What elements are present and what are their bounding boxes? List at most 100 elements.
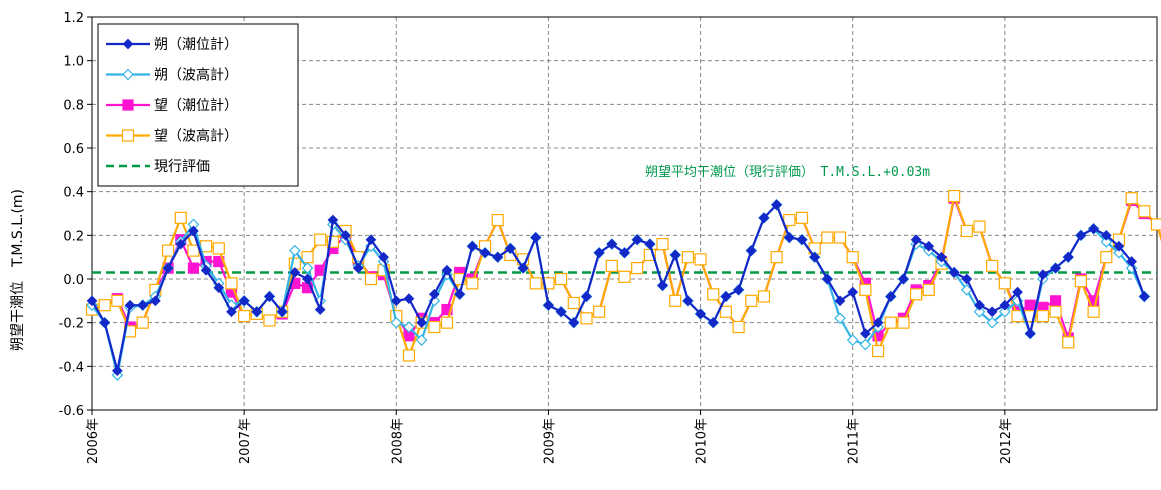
data-point — [897, 316, 910, 329]
series-1 — [86, 198, 1151, 381]
data-point — [466, 277, 479, 290]
data-point — [364, 272, 378, 286]
data-point — [605, 259, 618, 272]
data-point — [314, 304, 326, 315]
y-tick-label: 0.8 — [63, 98, 84, 113]
y-tick-label: -0.2 — [59, 317, 84, 332]
data-point — [795, 211, 809, 224]
legend: 朔（潮位計） 朔（波高計） 望（潮位計） 望（波高計） 現行評価 — [97, 23, 299, 187]
data-point — [846, 251, 859, 264]
legend-label: 現行評価 — [154, 159, 210, 175]
data-point — [251, 306, 263, 318]
data-point — [441, 264, 453, 276]
data-point — [669, 249, 681, 261]
data-point — [695, 308, 706, 320]
data-point — [555, 306, 567, 318]
data-point — [1126, 256, 1137, 267]
legend-label: 朔（潮位計） — [154, 37, 238, 53]
data-point — [264, 291, 275, 302]
data-point — [593, 247, 605, 259]
data-point — [479, 247, 491, 259]
data-point — [783, 213, 796, 227]
data-point — [833, 231, 847, 244]
y-tick-label: 0.0 — [63, 273, 84, 288]
data-point — [948, 189, 961, 203]
data-point — [86, 295, 98, 307]
legend-marker — [121, 129, 135, 142]
data-point — [428, 320, 441, 334]
data-point — [1087, 305, 1100, 318]
data-point — [238, 310, 251, 323]
data-point — [491, 213, 504, 227]
data-point — [352, 262, 364, 274]
data-point — [99, 317, 111, 329]
y-tick-label: 0.6 — [63, 142, 84, 157]
data-point — [720, 291, 732, 302]
data-point — [174, 211, 187, 224]
data-point — [390, 316, 403, 329]
data-point — [1100, 236, 1113, 248]
data-point — [631, 261, 644, 275]
data-point — [403, 293, 415, 304]
data-point — [1075, 229, 1087, 241]
series-line — [91, 202, 1146, 371]
x-tick-label: 2008年 — [390, 418, 405, 464]
data-point — [580, 312, 593, 325]
data-point — [567, 296, 580, 310]
data-point — [694, 253, 707, 266]
annotation-mean-low-tide: 朔望平均干潮位（現行評価） T.M.S.L.+0.03m — [645, 164, 930, 180]
data-point — [289, 267, 301, 278]
data-point — [111, 294, 124, 307]
legend-label: 望（潮位計） — [154, 98, 238, 114]
data-point — [428, 288, 440, 300]
data-point — [986, 316, 999, 329]
data-point — [783, 232, 795, 243]
data-point — [98, 299, 111, 312]
data-point — [1100, 251, 1113, 264]
y-tick-label: -0.6 — [59, 404, 84, 419]
data-point — [1049, 305, 1062, 318]
data-point — [771, 199, 782, 211]
data-point — [821, 231, 834, 244]
data-point — [187, 262, 200, 274]
data-point — [822, 273, 833, 285]
data-point — [948, 267, 960, 278]
series-line — [91, 202, 1146, 376]
data-point — [365, 234, 377, 246]
data-point — [872, 317, 884, 329]
data-point — [543, 299, 554, 311]
data-point — [390, 295, 402, 307]
y-tick-label: 0.2 — [63, 229, 84, 244]
data-point — [505, 243, 516, 254]
data-point — [326, 235, 339, 248]
x-tick-labels: 2006年 2007年 2008年 2009年 2010年 2011年 2012年 — [86, 410, 1014, 464]
data-point — [1050, 262, 1061, 274]
data-point — [188, 225, 199, 237]
data-point — [124, 299, 136, 311]
data-point — [453, 272, 466, 286]
data-point — [276, 306, 288, 318]
plot-area — [91, 16, 1158, 411]
legend-label: 朔（波高計） — [154, 67, 238, 84]
data-point — [657, 280, 668, 291]
data-point — [936, 251, 947, 263]
data-point — [631, 234, 643, 246]
data-point — [542, 277, 555, 290]
data-point — [1049, 295, 1062, 307]
data-point — [593, 305, 606, 318]
data-point — [440, 316, 454, 329]
data-point — [137, 299, 149, 311]
data-point — [403, 321, 415, 333]
data-point — [301, 262, 314, 274]
legend-marker — [122, 99, 134, 111]
data-point — [175, 238, 187, 250]
y-tick-label: 1.2 — [63, 11, 84, 26]
data-point — [809, 251, 821, 263]
y-tick-label: 0.4 — [63, 186, 84, 201]
data-point — [973, 220, 986, 233]
data-point — [441, 303, 453, 316]
data-point — [732, 320, 745, 334]
data-point — [681, 251, 694, 264]
data-point — [581, 291, 592, 302]
data-point — [1138, 291, 1150, 302]
